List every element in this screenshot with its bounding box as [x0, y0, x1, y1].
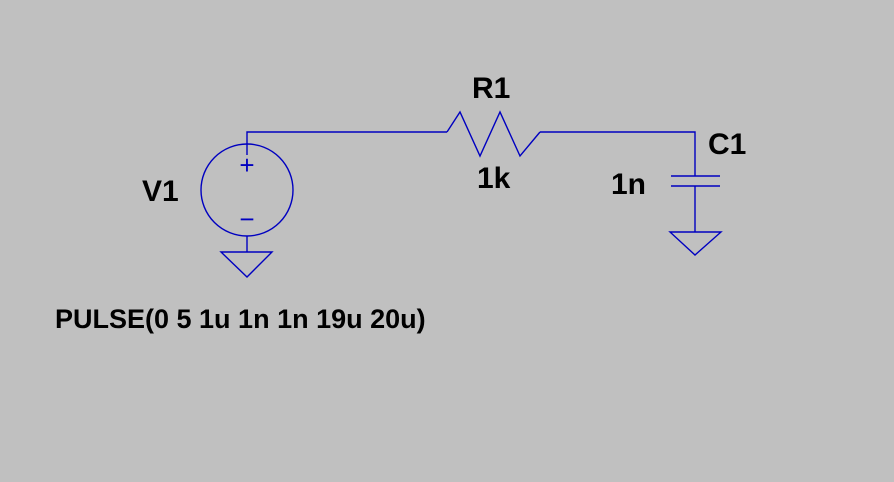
ground-icon-c1 [668, 231, 723, 256]
r1-value-label: 1k [477, 162, 511, 195]
resistor-r1-symbol[interactable] [446, 110, 541, 158]
c1-name-label: C1 [708, 128, 747, 161]
v1-value-label: PULSE(0 5 1u 1n 1n 19u 20u) [55, 304, 426, 334]
c1-value-label: 1n [611, 168, 647, 201]
capacitor-c1-symbol[interactable] [671, 175, 720, 232]
wire-v1-to-r1[interactable] [246, 131, 447, 155]
v1-plus-sign: + [239, 150, 254, 180]
v1-name-label: V1 [142, 175, 179, 208]
r1-name-label: R1 [472, 72, 511, 105]
wire-r1-to-c1[interactable] [540, 131, 696, 176]
v1-minus-sign: − [239, 204, 254, 234]
ground-icon-v1 [219, 251, 274, 278]
voltage-source-v1-symbol[interactable] [200, 143, 294, 252]
